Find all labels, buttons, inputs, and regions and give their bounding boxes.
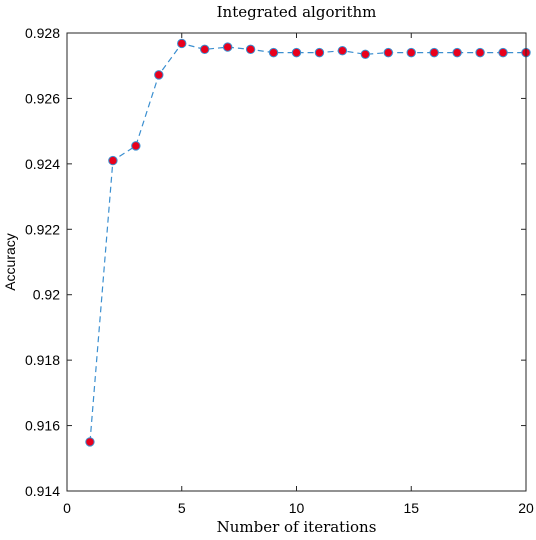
x-tick-label: 10: [289, 500, 305, 516]
x-tick-label: 0: [63, 500, 71, 516]
data-point: [268, 47, 279, 58]
data-point: [498, 47, 508, 58]
y-tick-label: 0.92: [33, 287, 60, 303]
plot-background: [67, 33, 526, 491]
data-point: [314, 47, 325, 58]
plot-frame: [66, 32, 527, 492]
data-point: [108, 155, 118, 166]
data-point: [337, 45, 348, 56]
data-point: [177, 38, 187, 49]
chart-title: Integrated algorithm: [217, 3, 377, 21]
x-tick-label: 20: [518, 500, 534, 516]
data-point: [245, 44, 256, 55]
data-point: [85, 437, 95, 447]
data-point: [406, 47, 416, 58]
data-point: [154, 70, 164, 80]
data-point: [291, 47, 302, 58]
data-point: [131, 141, 141, 151]
y-tick-label: 0.918: [25, 352, 60, 368]
series-line: [89, 42, 526, 442]
data-point: [360, 49, 371, 59]
y-tick-label: 0.914: [25, 483, 60, 499]
x-tick-label: 5: [178, 500, 186, 516]
x-tick-label: 15: [403, 500, 419, 516]
data-point: [222, 42, 233, 52]
data-point: [452, 47, 462, 58]
x-axis-label: Number of iterations: [217, 518, 377, 536]
data-point: [429, 47, 439, 58]
y-tick-label: 0.916: [25, 418, 60, 434]
y-axis-label: Accuracy: [2, 233, 18, 291]
data-point: [383, 47, 393, 58]
y-tick-label: 0.928: [25, 25, 60, 41]
ticks-layer: 0 5 10 15 20 0.914 0.916 0.918 0.92 0.922 0.924 0.9…: [25, 25, 534, 516]
series-layer: [85, 38, 531, 447]
data-point: [200, 44, 210, 55]
y-tick-label: 0.926: [25, 90, 60, 106]
y-tick-label: 0.922: [25, 221, 60, 237]
y-tick-label: 0.924: [25, 156, 60, 172]
data-point: [475, 47, 485, 58]
